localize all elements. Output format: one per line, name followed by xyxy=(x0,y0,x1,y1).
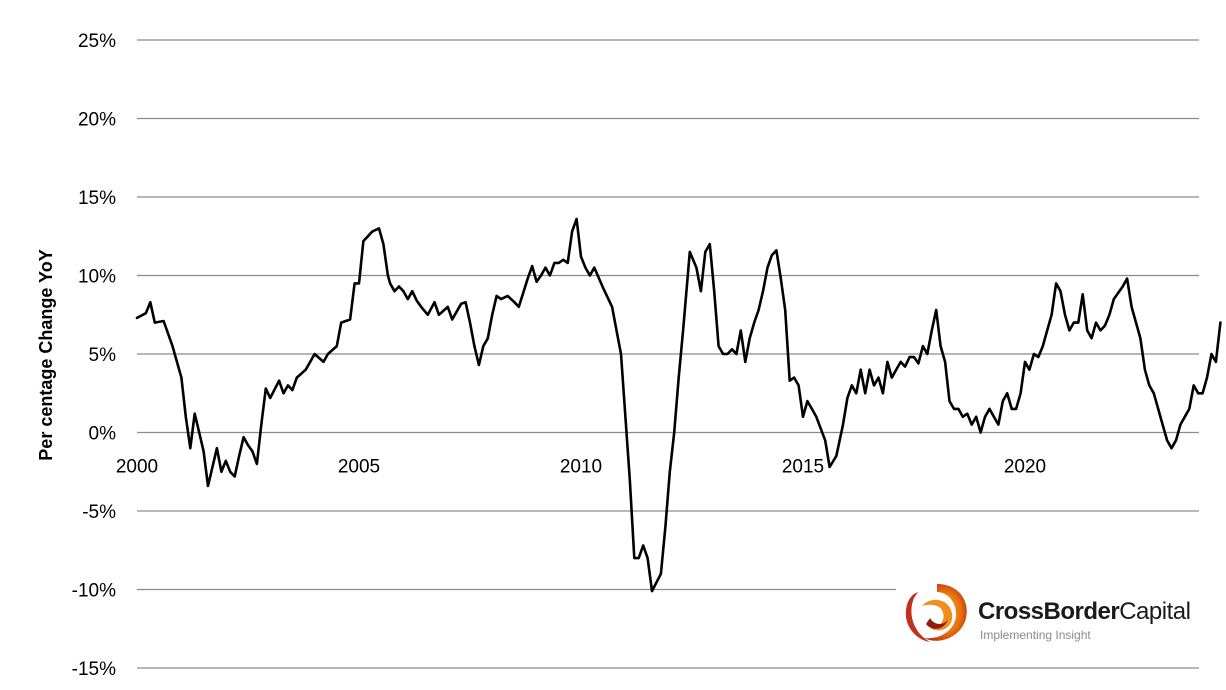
x-tick-label: 2020 xyxy=(1004,457,1046,478)
x-tick-label: 2005 xyxy=(338,457,380,478)
y-tick-label: 10% xyxy=(78,267,116,288)
logo-wordmark: CrossBorderCapital xyxy=(978,598,1191,625)
y-axis-ticks: 25% 20% 15% 10% 5% 0% -5% -10% -15% xyxy=(72,31,116,680)
y-tick-label: -10% xyxy=(72,581,116,602)
x-axis-ticks: 2000 2005 2010 2015 2020 xyxy=(116,457,1046,478)
y-tick-label: 0% xyxy=(89,424,117,445)
series-lines xyxy=(135,217,1222,593)
x-tick-label: 2015 xyxy=(782,457,824,478)
y-tick-label: 20% xyxy=(78,110,116,131)
y-axis-label: Per centage Change YoY xyxy=(36,249,56,460)
x-tick-label: 2010 xyxy=(560,457,602,478)
crossborder-logo: CrossBorderCapital Implementing Insight xyxy=(896,574,1200,654)
y-tick-label: 5% xyxy=(89,345,117,366)
y-tick-label: -5% xyxy=(82,502,116,523)
logo-swirl-icon xyxy=(905,584,967,642)
x-tick-label: 2000 xyxy=(116,457,158,478)
y-tick-label: 25% xyxy=(78,31,116,52)
series-line-0 xyxy=(135,217,1222,593)
y-tick-label: 15% xyxy=(78,188,116,209)
logo-tagline: Implementing Insight xyxy=(980,628,1091,642)
y-tick-label: -15% xyxy=(72,659,116,680)
